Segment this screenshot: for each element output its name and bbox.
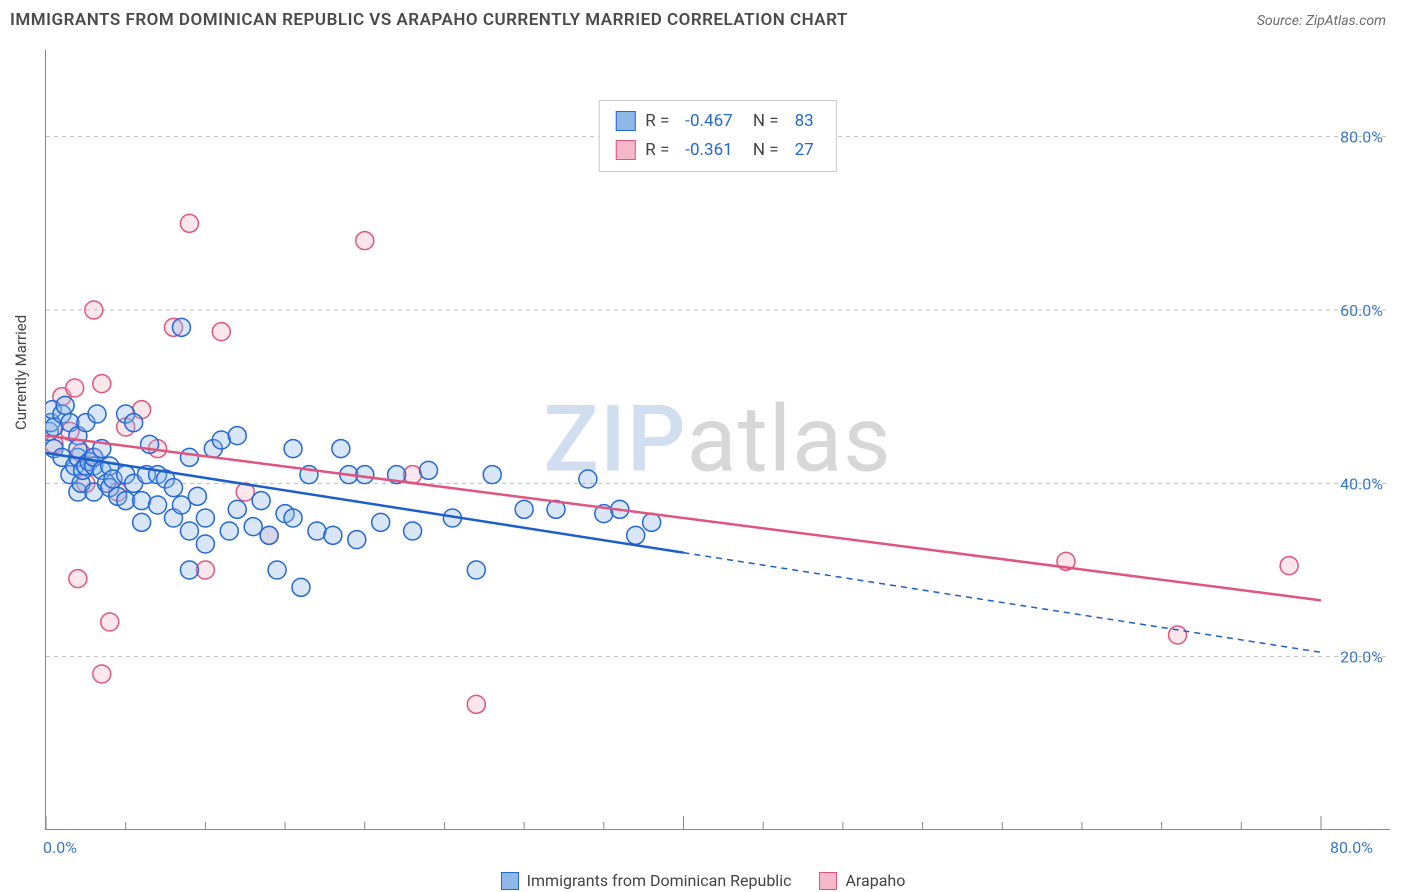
svg-text:40.0%: 40.0% — [1340, 474, 1383, 493]
source-attribution: Source: ZipAtlas.com — [1257, 13, 1386, 29]
legend-swatch-b — [819, 872, 837, 890]
series-name-b: Arapaho — [845, 871, 905, 890]
r-label: R = — [645, 136, 669, 165]
svg-text:20.0%: 20.0% — [1340, 648, 1383, 667]
r-label: R = — [645, 107, 669, 136]
legend-row-series-b: R = -0.361 N = 27 — [615, 136, 819, 165]
series-legend: Immigrants from Dominican Republic Arapa… — [0, 871, 1406, 890]
header-row: IMMIGRANTS FROM DOMINICAN REPUBLIC VS AR… — [0, 0, 1406, 36]
n-value-a: 83 — [795, 107, 814, 136]
legend-swatch-a — [501, 872, 519, 890]
n-label: N = — [749, 136, 779, 165]
plot-container: ZIPatlas 20.0%40.0%60.0%80.0% R = -0.467… — [45, 50, 1390, 830]
legend-item-b: Arapaho — [819, 871, 905, 890]
x-axis-max-label: 80.0% — [1330, 838, 1373, 857]
legend-item-a: Immigrants from Dominican Republic — [501, 871, 792, 890]
series-name-a: Immigrants from Dominican Republic — [527, 871, 792, 890]
legend-swatch-b — [615, 140, 635, 160]
x-axis-min-label: 0.0% — [43, 838, 77, 857]
chart-title: IMMIGRANTS FROM DOMINICAN REPUBLIC VS AR… — [10, 10, 848, 30]
y-axis-label: Currently Married — [12, 315, 30, 430]
correlation-legend: R = -0.467 N = 83 R = -0.361 N = 27 — [598, 100, 836, 172]
svg-text:60.0%: 60.0% — [1340, 301, 1383, 320]
r-value-a: -0.467 — [685, 107, 732, 136]
source-name: ZipAtlas.com — [1306, 13, 1386, 29]
n-value-b: 27 — [795, 136, 814, 165]
n-label: N = — [749, 107, 779, 136]
legend-row-series-a: R = -0.467 N = 83 — [615, 107, 819, 136]
legend-swatch-a — [615, 111, 635, 131]
svg-text:80.0%: 80.0% — [1340, 128, 1383, 147]
source-label: Source: — [1257, 13, 1306, 29]
r-value-b: -0.361 — [685, 136, 732, 165]
